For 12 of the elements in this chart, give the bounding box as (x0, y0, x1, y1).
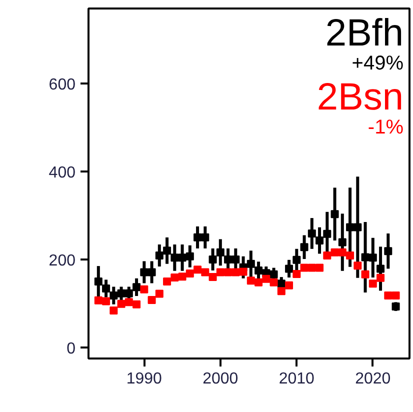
text: 2Bsn (316, 76, 404, 118)
x-tick-label: 2020 (355, 370, 391, 388)
text: 2Bfh (325, 12, 404, 54)
annotation: -1% (368, 116, 404, 138)
y-tick-label: 400 (48, 164, 76, 182)
x-tick-label: 2000 (202, 370, 238, 388)
annotation: +49% (352, 52, 404, 74)
y-tick-label: 600 (48, 76, 76, 94)
x-tick-label: 2010 (278, 370, 315, 388)
y-tick-label: 200 (48, 252, 76, 270)
y-tick-label: 0 (66, 340, 76, 358)
x-tick-label: 1990 (126, 370, 162, 388)
